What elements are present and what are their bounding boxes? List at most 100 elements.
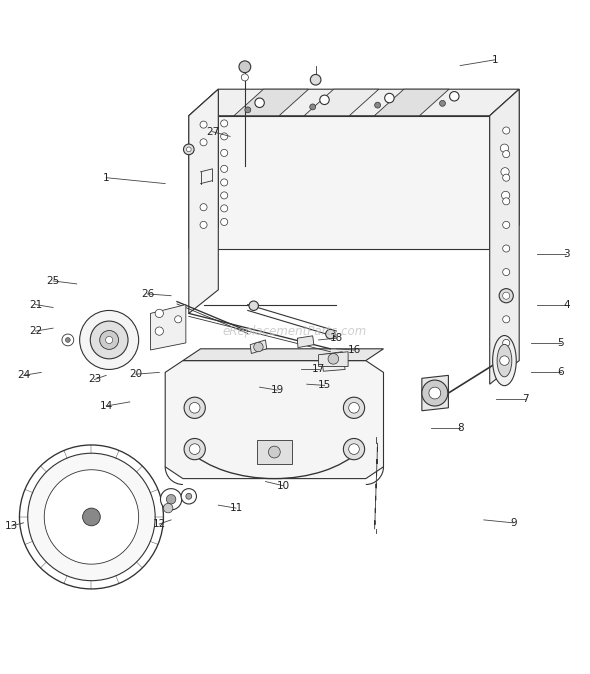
Circle shape (499, 288, 513, 303)
Circle shape (500, 356, 509, 365)
Circle shape (328, 354, 339, 364)
Circle shape (241, 74, 248, 81)
Circle shape (100, 330, 119, 349)
Circle shape (501, 168, 509, 176)
Text: 15: 15 (318, 380, 331, 390)
Polygon shape (490, 89, 519, 384)
Circle shape (502, 191, 510, 200)
Polygon shape (374, 89, 449, 116)
Circle shape (245, 107, 251, 113)
Circle shape (375, 102, 381, 108)
Circle shape (320, 95, 329, 104)
Circle shape (200, 121, 207, 128)
Circle shape (503, 340, 510, 346)
Circle shape (155, 309, 163, 317)
Circle shape (186, 493, 192, 499)
Circle shape (184, 397, 205, 419)
Circle shape (221, 165, 228, 173)
Text: 13: 13 (5, 521, 18, 531)
Circle shape (189, 443, 200, 454)
Ellipse shape (497, 344, 512, 377)
Text: 4: 4 (563, 299, 570, 309)
Circle shape (221, 218, 228, 226)
Circle shape (62, 334, 74, 346)
Circle shape (249, 301, 258, 311)
Circle shape (221, 205, 228, 212)
Polygon shape (183, 349, 384, 361)
Circle shape (254, 342, 263, 352)
Polygon shape (189, 89, 519, 116)
Text: 1: 1 (492, 55, 499, 65)
Circle shape (503, 221, 510, 228)
Circle shape (44, 470, 139, 564)
Polygon shape (322, 352, 345, 371)
Text: 19: 19 (271, 385, 284, 395)
Circle shape (163, 503, 173, 513)
Polygon shape (234, 89, 309, 116)
Circle shape (450, 92, 459, 101)
Polygon shape (189, 116, 490, 249)
Circle shape (343, 439, 365, 460)
Circle shape (503, 245, 510, 252)
Circle shape (440, 100, 445, 106)
Text: 8: 8 (457, 423, 464, 433)
Polygon shape (165, 361, 384, 479)
Circle shape (189, 402, 200, 413)
Circle shape (429, 387, 441, 399)
Circle shape (503, 268, 510, 276)
Circle shape (186, 147, 191, 152)
Circle shape (160, 489, 182, 510)
Circle shape (422, 380, 448, 406)
Text: 21: 21 (29, 299, 42, 309)
Circle shape (175, 315, 182, 323)
Circle shape (83, 508, 100, 526)
Circle shape (221, 120, 228, 127)
Circle shape (90, 321, 128, 359)
Circle shape (155, 327, 163, 335)
Circle shape (80, 311, 139, 369)
Circle shape (200, 204, 207, 211)
Text: 10: 10 (277, 481, 290, 491)
Circle shape (221, 133, 228, 140)
Circle shape (181, 489, 196, 504)
Circle shape (65, 338, 70, 342)
Polygon shape (422, 375, 448, 410)
Circle shape (255, 98, 264, 107)
Circle shape (28, 453, 155, 581)
Circle shape (503, 150, 510, 158)
Circle shape (503, 292, 510, 299)
Text: eReplacementParts.com: eReplacementParts.com (223, 325, 367, 338)
Circle shape (106, 336, 113, 344)
Circle shape (221, 192, 228, 199)
Text: 27: 27 (206, 127, 219, 137)
Text: 26: 26 (141, 289, 154, 299)
Text: 14: 14 (100, 401, 113, 411)
Circle shape (503, 197, 510, 205)
Circle shape (503, 127, 510, 134)
Circle shape (268, 446, 280, 458)
Polygon shape (319, 352, 348, 367)
Text: 18: 18 (330, 333, 343, 343)
Text: 3: 3 (563, 249, 570, 259)
Polygon shape (304, 89, 379, 116)
Circle shape (221, 179, 228, 186)
Polygon shape (257, 440, 292, 464)
Circle shape (326, 330, 335, 339)
Text: 7: 7 (522, 394, 529, 404)
Polygon shape (490, 89, 519, 249)
Circle shape (503, 292, 510, 299)
Circle shape (326, 356, 335, 365)
Circle shape (503, 174, 510, 181)
Polygon shape (150, 305, 186, 350)
Circle shape (349, 443, 359, 454)
Text: 25: 25 (47, 276, 60, 286)
Text: 11: 11 (230, 503, 242, 513)
Text: 12: 12 (153, 519, 166, 529)
Polygon shape (189, 89, 218, 249)
Polygon shape (250, 340, 267, 354)
Circle shape (200, 221, 207, 228)
Text: 20: 20 (129, 369, 142, 379)
Circle shape (349, 402, 359, 413)
Polygon shape (189, 89, 218, 313)
Ellipse shape (493, 336, 516, 386)
